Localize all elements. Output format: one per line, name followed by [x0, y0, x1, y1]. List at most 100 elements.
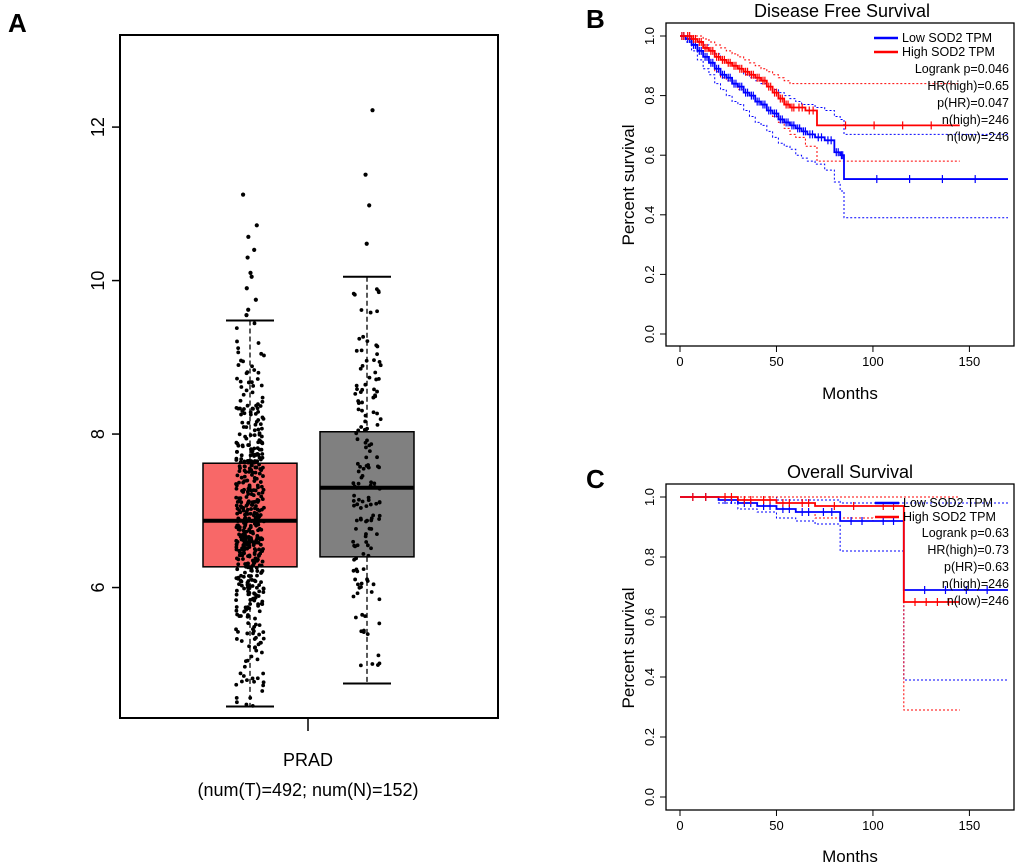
panel-a-normal-point — [377, 517, 381, 521]
panel-a-tumor-point — [234, 592, 239, 597]
panel-b-low-curve — [680, 35, 1008, 180]
panel-a-normal-point — [358, 506, 363, 510]
panel-a-y-tick-label: 8 — [88, 429, 108, 439]
panel-a-tumor-point — [254, 504, 258, 508]
panel-a-tumor-point — [235, 450, 239, 454]
panel-a-y-tick-label: 12 — [88, 117, 108, 137]
panel-a-normal-point — [376, 653, 381, 658]
panel-a-tumor-point — [244, 478, 249, 483]
panel-a-normal-point — [375, 411, 379, 416]
panel-a-tumor-point — [255, 500, 260, 504]
panel-a-tumor-point — [241, 392, 246, 397]
panel-a-normal-point — [363, 440, 368, 445]
panel-a-tumor-point — [254, 476, 259, 481]
panel-a-tumor-point — [245, 678, 249, 682]
panel-b-y-tick-label: 0.6 — [642, 146, 657, 164]
panel-a-normal-point — [363, 382, 368, 387]
panel-c-stat-line: n(low)=246 — [947, 594, 1009, 608]
panel-a-tumor-point — [235, 511, 240, 516]
panel-a-normal-point — [361, 466, 366, 471]
panel-a-tumor-point — [234, 547, 239, 552]
panel-a-normal-point — [352, 503, 356, 508]
panel-a-tumor-point — [246, 492, 251, 496]
panel-b-legend-label: Low SOD2 TPM — [902, 31, 992, 45]
panel-a-normal-point — [358, 464, 362, 469]
panel-a-tumor-point — [236, 575, 241, 580]
panel-a-normal-point — [353, 391, 358, 396]
panel-a-normal-point — [365, 543, 370, 548]
panel-a-normal-point — [373, 394, 378, 399]
panel-a-normal-point — [356, 407, 361, 412]
panel-a-tumor-point — [237, 480, 241, 485]
panel-b-stat-line: n(low)=246 — [947, 130, 1009, 144]
panel-a-normal-point — [354, 556, 358, 561]
panel-a-tumor-point — [247, 484, 252, 489]
panel-a-tumor-point — [259, 351, 264, 356]
panel-a-tumor-point — [249, 380, 254, 385]
panel-b-y-tick-label: 0.4 — [642, 206, 657, 224]
panel-a-tumor-point — [236, 350, 241, 355]
panel-a-tumor-point — [249, 492, 254, 497]
panel-a-tumor-point — [234, 637, 239, 641]
panel-c-y-tick-label: 0.0 — [642, 788, 657, 806]
panel-a-letter: A — [8, 8, 27, 38]
panel-a-tumor-point — [234, 682, 239, 687]
panel-a-tumor-point — [250, 584, 255, 588]
panel-a-tumor-point — [236, 557, 241, 562]
panel-a-normal-point — [371, 410, 376, 415]
panel-a-normal-point — [355, 569, 360, 574]
panel-c-frame — [665, 483, 1015, 811]
panel-a-tumor-point — [234, 605, 239, 609]
panel-a-tumor-point — [254, 565, 259, 570]
panel-a-tumor-point — [252, 460, 257, 465]
panel-a-tumor-point — [249, 654, 254, 659]
panel-a-tumor-point — [239, 412, 243, 417]
panel-a-normal-point — [367, 526, 372, 531]
panel-a-normal-point — [364, 540, 369, 544]
panel-a-normal-point — [351, 291, 356, 296]
panel-a-y-tick-label: 6 — [88, 583, 108, 593]
panel-a-normal-point — [366, 553, 371, 558]
panel-a-normal-point — [366, 463, 371, 467]
panel-c-plot-area — [680, 493, 1008, 711]
panel-a-tumor-point — [261, 586, 266, 591]
panel-a-tumor-point — [262, 353, 266, 358]
panel-a-tumor-point — [261, 683, 266, 688]
panel-a-normal-point — [360, 400, 364, 405]
panel-a-tumor-point — [257, 431, 262, 436]
panel-a-tumor-point — [259, 467, 264, 471]
panel-a-tumor-point — [241, 508, 246, 513]
panel-a-tumor-point — [238, 398, 243, 403]
panel-a-normal-point — [375, 455, 379, 460]
panel-a-normal-point — [360, 408, 364, 413]
panel-a-y-tick-label: 10 — [88, 271, 108, 291]
panel-a-tumor-point — [234, 525, 239, 530]
panel-b-y-tick-label: 1.0 — [642, 27, 657, 45]
panel-a-tumor-point — [256, 341, 261, 345]
panel-a-tumor-point — [259, 484, 264, 489]
panel-c-x-tick-label: 100 — [862, 818, 884, 833]
panel-a-tumor-point — [249, 468, 254, 472]
panel-a-tumor-point — [248, 524, 253, 528]
panel-c-y-tick-label: 0.6 — [642, 608, 657, 626]
panel-a-tumor-point — [242, 586, 246, 591]
panel-a-tumor-point — [250, 390, 255, 395]
panel-a-tumor-point — [248, 511, 253, 516]
panel-a-tumor-point — [261, 636, 266, 641]
panel-a-tumor-point — [252, 446, 257, 451]
panel-c-stat-line: p(HR)=0.63 — [944, 560, 1009, 574]
panel-a-tumor-point — [251, 540, 256, 545]
panel-a-normal-point — [375, 532, 379, 537]
panel-a-tumor-point — [260, 689, 265, 693]
panel-a-tumor-point — [234, 326, 239, 331]
panel-a-tumor-point — [249, 507, 253, 511]
panel-a-tumor-point — [256, 594, 261, 598]
panel-a-tumor-point — [249, 502, 254, 507]
panel-a-tumor-point — [253, 645, 258, 650]
panel-a-tumor-point — [242, 411, 247, 416]
panel-a-normal-point — [376, 377, 381, 381]
panel-a-tumor-point — [261, 590, 266, 594]
panel-a-tumor-point — [259, 494, 264, 499]
panel-a-tumor-outlier — [254, 223, 259, 228]
